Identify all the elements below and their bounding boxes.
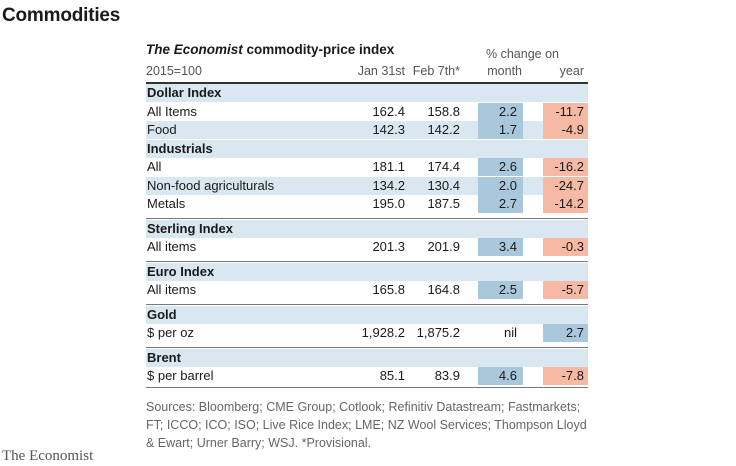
page-title: Commodities xyxy=(2,5,121,26)
row-label: $ per oz xyxy=(147,325,194,340)
section-header: Sterling Index xyxy=(146,219,588,238)
change-month: 2.2 xyxy=(478,102,523,121)
table-row: $ per oz 1,928.2 1,875.2 nil 2.7 xyxy=(146,324,588,342)
section-title: Euro Index xyxy=(147,263,215,279)
col-header-change-group: % change on xyxy=(486,47,559,61)
group-divider xyxy=(146,217,588,219)
value-feb: 164.8 xyxy=(427,282,460,297)
value-jan: 201.3 xyxy=(372,239,405,254)
table-row: Non-food agriculturals 134.2 130.4 2.0 -24.7 xyxy=(146,176,588,195)
change-year: -16.2 xyxy=(543,158,588,176)
group-divider xyxy=(146,303,588,305)
change-year: -11.7 xyxy=(543,102,588,121)
section-title: Sterling Index xyxy=(147,220,233,236)
table-row: $ per barrel 85.1 83.9 4.6 -7.8 xyxy=(146,367,588,385)
value-feb: 174.4 xyxy=(427,159,460,174)
value-feb: 201.9 xyxy=(427,239,460,254)
value-jan: 85.1 xyxy=(379,368,405,383)
value-jan: 134.2 xyxy=(372,177,405,193)
row-label: All xyxy=(147,159,162,174)
section-title: Brent xyxy=(147,349,181,365)
sources-note: Sources: Bloomberg; CME Group; Cotlook; … xyxy=(146,400,587,450)
change-year: -7.8 xyxy=(543,367,588,385)
value-feb: 130.4 xyxy=(427,177,460,193)
section-title: Industrials xyxy=(147,140,213,156)
base-label: 2015=100 xyxy=(146,64,202,78)
value-feb: 142.2 xyxy=(427,122,460,137)
section-header: Euro Index xyxy=(146,262,588,281)
value-feb: 1,875.2 xyxy=(416,325,460,340)
section-title: Gold xyxy=(147,306,177,322)
value-jan: 195.0 xyxy=(372,196,405,211)
col-header-feb: Feb 7th* xyxy=(412,64,460,78)
table-title-text: commodity-price index xyxy=(242,42,395,57)
change-month: nil xyxy=(503,325,517,340)
value-feb: 158.8 xyxy=(427,103,460,119)
change-month: 2.5 xyxy=(478,281,523,299)
change-year: -0.3 xyxy=(543,238,588,256)
row-label: Food xyxy=(147,122,177,137)
change-year: 2.7 xyxy=(543,324,588,342)
table-row: All items 201.3 201.9 3.4 -0.3 xyxy=(146,238,588,256)
row-label: All items xyxy=(147,282,197,297)
economist-logo: The Economist xyxy=(2,448,94,464)
row-label: All Items xyxy=(147,103,197,119)
row-label: $ per barrel xyxy=(147,368,214,383)
table-bottom-rule xyxy=(146,386,588,388)
group-divider xyxy=(146,260,588,262)
change-month: 2.6 xyxy=(478,158,523,176)
value-jan: 165.8 xyxy=(372,282,405,297)
table-row: All Items 162.4 158.8 2.2 -11.7 xyxy=(146,102,588,121)
row-label: Non-food agriculturals xyxy=(147,177,275,193)
group-divider xyxy=(146,346,588,348)
header-rule xyxy=(146,82,588,84)
change-month: 2.0 xyxy=(478,176,523,195)
row-label: All items xyxy=(147,239,197,254)
section-header: Dollar Index xyxy=(146,84,588,102)
table-row: Food 142.3 142.2 1.7 -4.9 xyxy=(146,121,588,139)
col-header-year: year xyxy=(559,64,584,78)
col-header-month: month xyxy=(487,64,522,78)
table-row: Metals 195.0 187.5 2.7 -14.2 xyxy=(146,195,588,213)
value-jan: 162.4 xyxy=(372,103,405,119)
row-label: Metals xyxy=(147,196,186,211)
value-jan: 181.1 xyxy=(372,159,405,174)
table-row: All items 165.8 164.8 2.5 -5.7 xyxy=(146,281,588,299)
change-month: 2.7 xyxy=(478,195,523,213)
table-row: All 181.1 174.4 2.6 -16.2 xyxy=(146,158,588,176)
value-jan: 142.3 xyxy=(372,122,405,137)
change-month: 3.4 xyxy=(478,238,523,256)
col-header-jan: Jan 31st xyxy=(357,64,405,78)
section-header: Gold xyxy=(146,305,588,324)
change-year: -5.7 xyxy=(543,281,588,299)
change-year: -24.7 xyxy=(543,176,588,195)
change-month: 4.6 xyxy=(478,367,523,385)
section-header: Industrials xyxy=(146,139,588,158)
value-feb: 83.9 xyxy=(434,368,460,383)
table-title: The Economist commodity-price index xyxy=(146,42,394,57)
change-year: -4.9 xyxy=(543,121,588,139)
section-header: Brent xyxy=(146,348,588,367)
value-jan: 1,928.2 xyxy=(361,325,405,340)
value-feb: 187.5 xyxy=(427,196,460,211)
section-title: Dollar Index xyxy=(147,85,222,100)
table-title-brand: The Economist xyxy=(146,42,243,57)
change-month: 1.7 xyxy=(478,121,523,139)
change-year: -14.2 xyxy=(543,195,588,213)
